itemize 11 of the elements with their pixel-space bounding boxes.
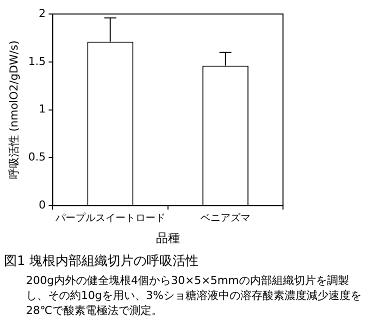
- x-tick-label: ベニアズマ: [200, 212, 250, 224]
- text: 図1 塊根内部組織切片の呼吸活性: [3, 253, 200, 270]
- y-tick-label: 2: [38, 6, 46, 20]
- y-tick-label: 0.5: [28, 150, 46, 164]
- x-tick-label: パープルスイートロード: [54, 212, 166, 224]
- y-axis-title: 呼吸活性 (nmolO2/gDW/s): [7, 40, 20, 180]
- x-axis-title: 品種: [156, 230, 180, 245]
- text: 200g内外の健全塊根4個から30×5×5mmの内部組織切片を調製し、その約10gを用い、3%ショ糖溶液中の溶存酸素濃度減少速度を28℃で酸素電極法で測定。: [25, 273, 362, 318]
- y-tick-label: 1: [38, 102, 46, 116]
- y-tick-label: 0: [38, 198, 46, 212]
- y-tick-label: 1.5: [28, 54, 46, 68]
